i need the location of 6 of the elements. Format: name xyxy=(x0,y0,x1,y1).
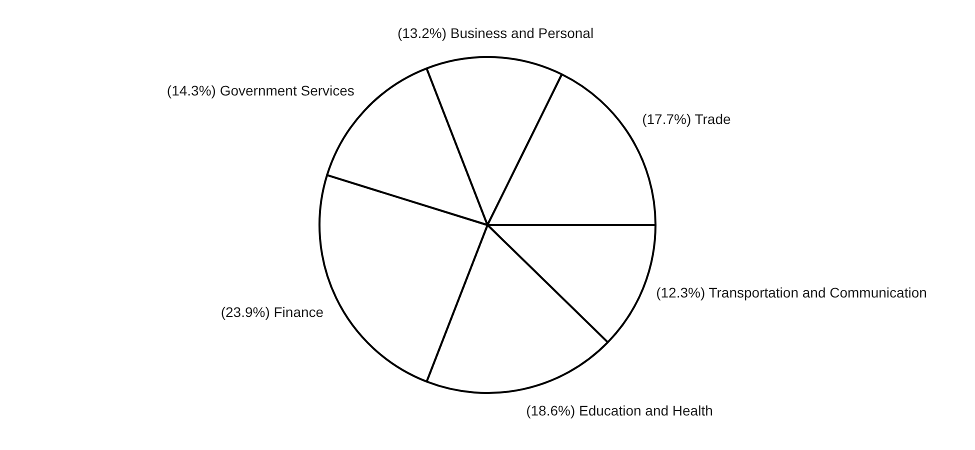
slice-label: (18.6%) Education and Health xyxy=(526,402,713,419)
slice-label: (13.2%) Business and Personal xyxy=(397,25,594,42)
slice-label: (23.9%) Finance xyxy=(220,304,324,320)
slice-label: (17.7%) Trade xyxy=(642,110,732,127)
slice-label: (14.3%) Government Services xyxy=(166,82,354,99)
slice-label: (12.3%) Transportation and Communication xyxy=(656,284,927,300)
